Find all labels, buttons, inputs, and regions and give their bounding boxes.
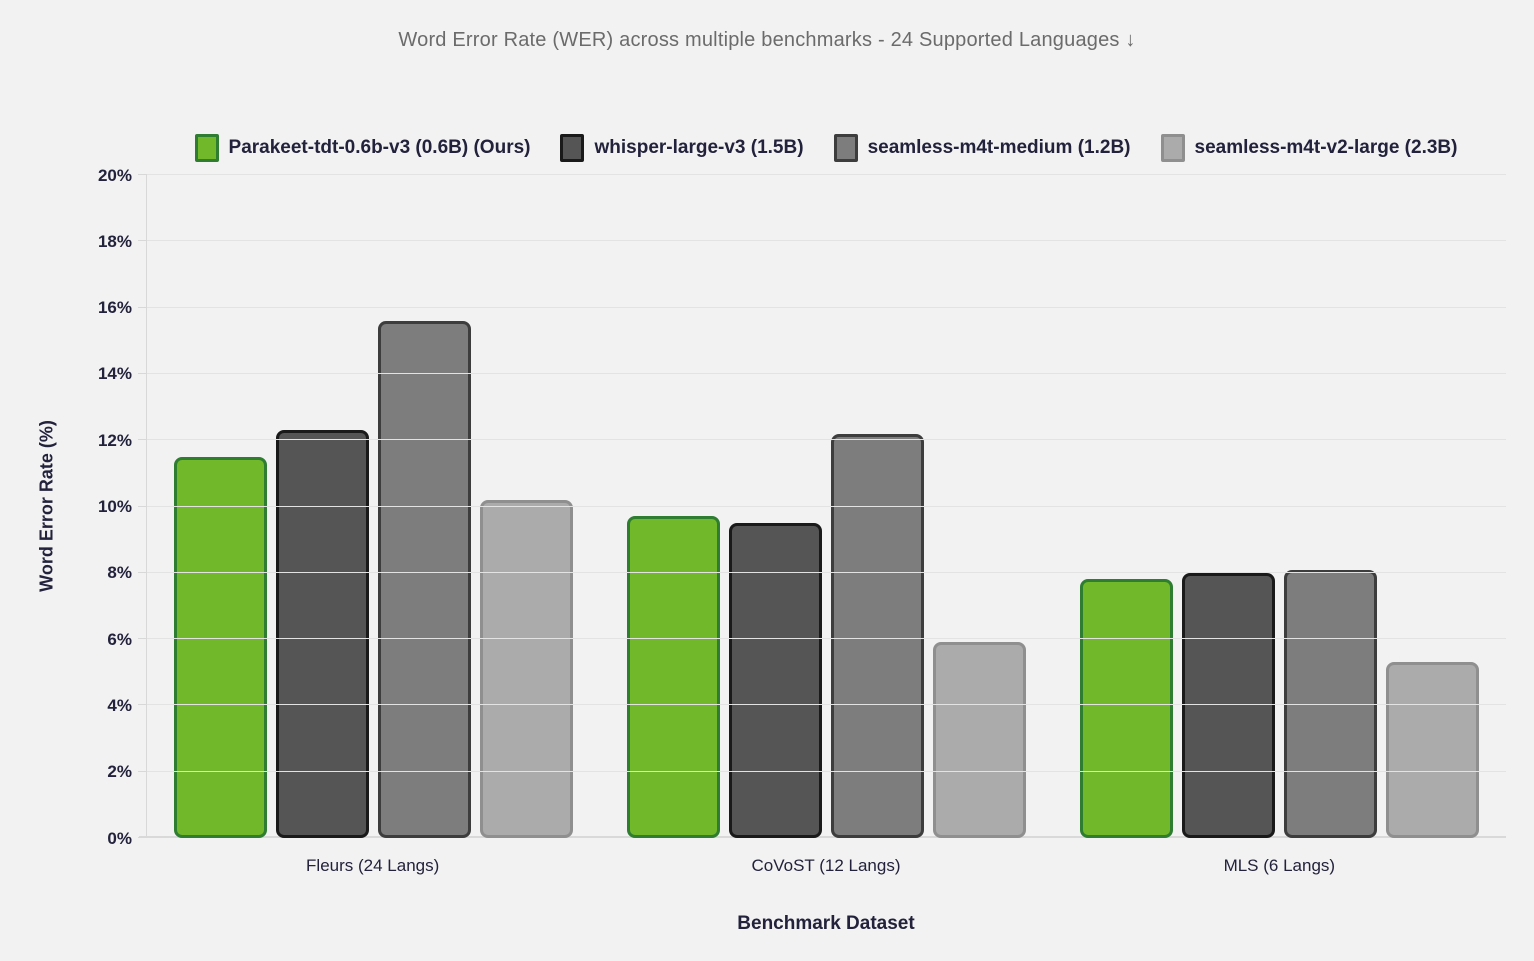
gridline-20 <box>147 174 1506 175</box>
bar-mls-series-2[interactable] <box>1284 569 1377 838</box>
gridline-8 <box>147 571 1506 573</box>
legend-swatch-icon <box>1160 134 1185 162</box>
y-tick-mark-12 <box>138 439 147 441</box>
bar-covost-series-2[interactable] <box>831 433 924 838</box>
bar-mls-series-1[interactable] <box>1182 572 1275 838</box>
legend-label: Parakeet-tdt-0.6b-v3 (0.6B) (Ours) <box>228 137 531 158</box>
legend-item-1[interactable]: whisper-large-v3 (1.5B) <box>560 134 804 162</box>
legend-label: seamless-m4t-medium (1.2B) <box>867 137 1131 158</box>
x-axis-title: Benchmark Dataset <box>737 913 915 934</box>
y-tick-mark-2 <box>138 770 147 772</box>
bar-mls-series-0[interactable] <box>1080 579 1173 838</box>
y-tick-mark-20 <box>138 174 147 175</box>
y-tick-mark-10 <box>138 505 147 507</box>
y-tick-mark-6 <box>138 638 147 640</box>
bar-group-2 <box>1053 175 1506 838</box>
y-tick-label-2: 2% <box>107 762 132 782</box>
gridline-12 <box>147 439 1506 441</box>
y-tick-mark-18 <box>138 240 147 242</box>
y-tick-mark-4 <box>138 704 147 706</box>
gridline-10 <box>147 505 1506 507</box>
gridline-6 <box>147 638 1506 640</box>
chart-title: Word Error Rate (WER) across multiple be… <box>398 29 1136 51</box>
y-tick-label-12: 12% <box>97 430 132 450</box>
bar-groups <box>147 175 1506 838</box>
y-tick-label-8: 8% <box>107 563 132 583</box>
y-axis-title: Word Error Rate (%) <box>36 420 57 592</box>
bar-fleurs-series-2[interactable] <box>378 320 471 838</box>
y-tick-mark-14 <box>138 372 147 374</box>
y-tick-mark-8 <box>138 571 147 573</box>
y-tick-label-16: 16% <box>97 298 132 318</box>
legend-swatch-icon <box>194 134 219 162</box>
bar-group-0 <box>147 175 600 838</box>
bar-fleurs-series-0[interactable] <box>174 456 267 838</box>
bar-covost-series-1[interactable] <box>729 523 822 838</box>
x-axis-baseline <box>139 836 1506 838</box>
legend-swatch-icon <box>833 134 858 162</box>
gridline-2 <box>147 770 1506 772</box>
legend-item-3[interactable]: seamless-m4t-v2-large (2.3B) <box>1160 134 1458 162</box>
x-tick-label-2: MLS (6 Langs) <box>1223 856 1336 875</box>
y-tick-label-20: 20% <box>97 165 132 185</box>
bar-fleurs-series-3[interactable] <box>480 499 573 838</box>
y-tick-mark-16 <box>138 306 147 308</box>
plot-area: 0% 2% 4% 6% 8% 10% 12% 14% 16% 18% 20% <box>98 166 1506 848</box>
y-tick-label-0: 0% <box>107 828 132 848</box>
bar-mls-series-3[interactable] <box>1386 662 1479 838</box>
bar-covost-series-3[interactable] <box>933 642 1026 838</box>
legend-label: seamless-m4t-v2-large (2.3B) <box>1194 137 1458 158</box>
gridline-16 <box>147 306 1506 308</box>
x-axis-tick-labels: Fleurs (24 Langs) CoVoST (12 Langs) MLS (6… <box>146 856 1506 876</box>
gridline-14 <box>147 372 1506 374</box>
y-tick-mark-0 <box>138 837 147 838</box>
x-tick-label-1: CoVoST (12 Langs) <box>751 856 901 875</box>
gridline-18 <box>147 240 1506 242</box>
y-tick-label-10: 10% <box>97 497 132 516</box>
legend-label: whisper-large-v3 (1.5B) <box>594 137 804 158</box>
legend-swatch-icon <box>560 134 585 162</box>
bar-fleurs-series-1[interactable] <box>276 430 369 838</box>
y-tick-label-4: 4% <box>107 695 132 715</box>
legend-item-2[interactable]: seamless-m4t-medium (1.2B) <box>833 134 1131 162</box>
gridline-4 <box>147 704 1506 706</box>
bar-covost-series-0[interactable] <box>627 516 720 838</box>
legend-item-0[interactable]: Parakeet-tdt-0.6b-v3 (0.6B) (Ours) <box>194 134 531 162</box>
y-tick-label-14: 14% <box>97 364 132 384</box>
bar-group-1 <box>600 175 1053 838</box>
y-tick-label-6: 6% <box>107 629 132 649</box>
y-tick-label-18: 18% <box>97 231 132 251</box>
chart-legend: Parakeet-tdt-0.6b-v3 (0.6B) (Ours) whispe… <box>146 134 1506 162</box>
x-tick-label-0: Fleurs (24 Langs) <box>306 856 440 875</box>
